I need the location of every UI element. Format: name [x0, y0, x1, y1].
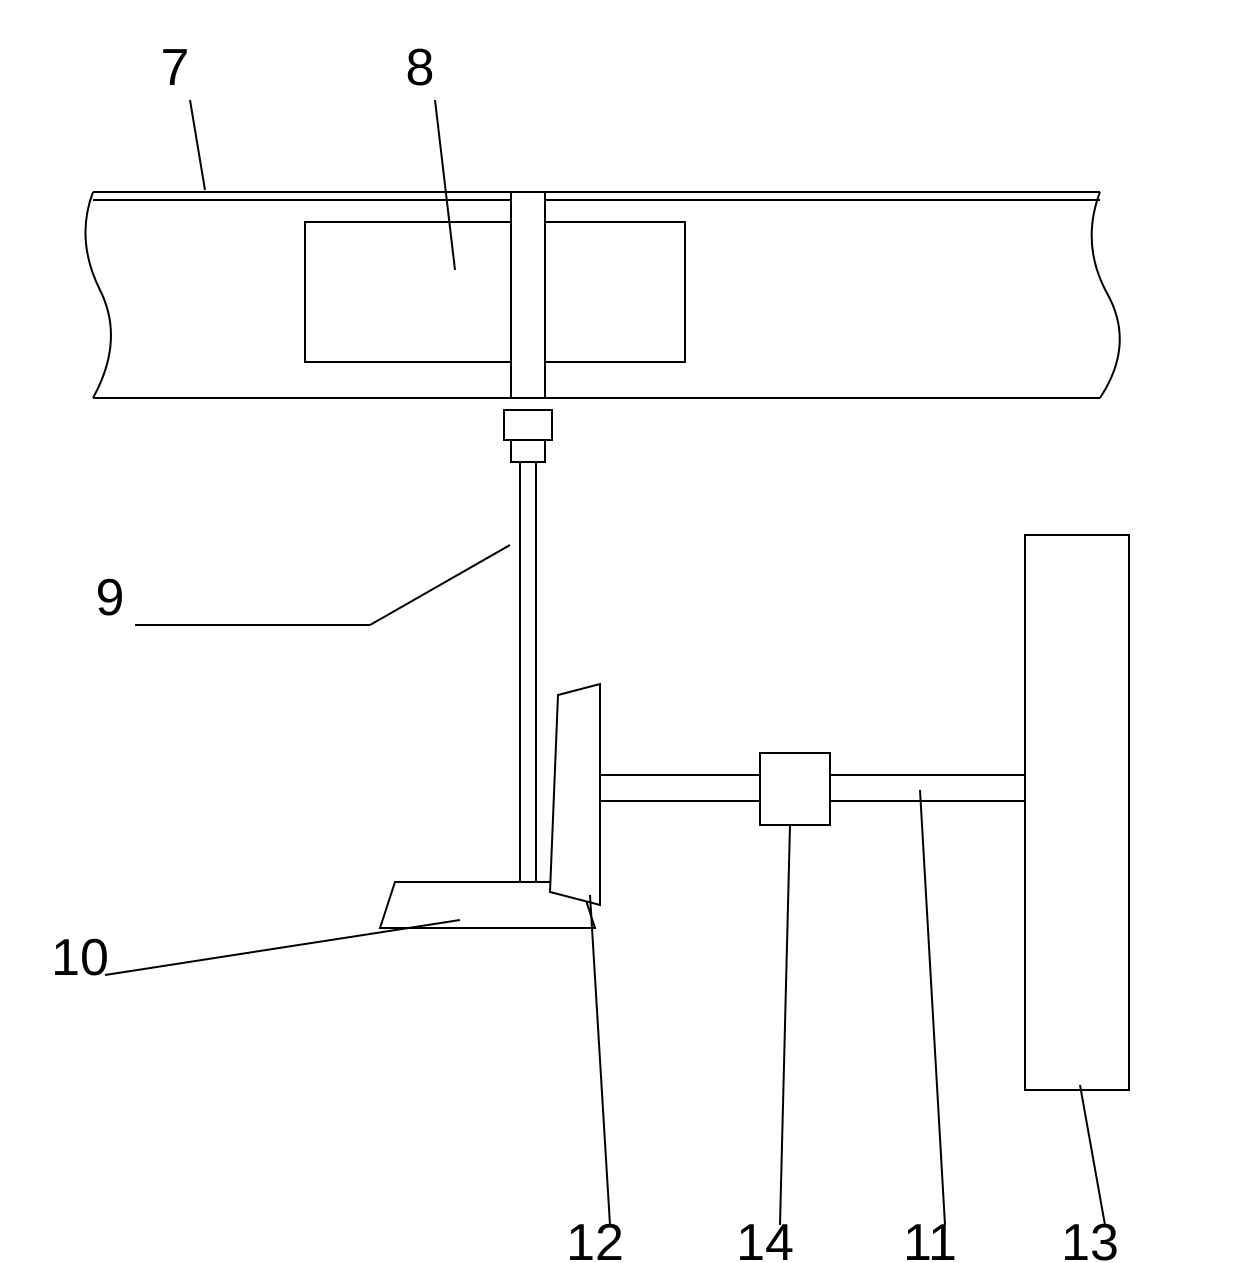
leader-lines [105, 100, 1105, 1225]
label-9: 9 [96, 569, 125, 627]
label-13: 13 [1061, 1214, 1119, 1263]
leader-10 [105, 920, 460, 975]
component-13-block [1025, 535, 1129, 1090]
leader-13 [1080, 1085, 1105, 1225]
component-14-block [760, 753, 830, 825]
axle-top [504, 192, 552, 462]
label-11: 11 [903, 1214, 957, 1263]
leader-8 [435, 100, 455, 270]
label-12: 12 [566, 1214, 624, 1263]
component-12-bevel [550, 684, 600, 905]
leader-12 [590, 895, 610, 1225]
engineering-diagram: 7 8 9 10 11 12 13 14 [0, 0, 1240, 1263]
label-14: 14 [736, 1214, 794, 1263]
leader-14 [780, 825, 790, 1225]
label-10: 10 [51, 929, 109, 987]
component-9-shaft [520, 462, 536, 882]
component-8-block [305, 222, 685, 362]
leader-9b [370, 545, 510, 625]
leader-11 [920, 790, 945, 1225]
label-7: 7 [161, 39, 190, 97]
label-8: 8 [406, 39, 435, 97]
leader-7 [190, 100, 205, 190]
